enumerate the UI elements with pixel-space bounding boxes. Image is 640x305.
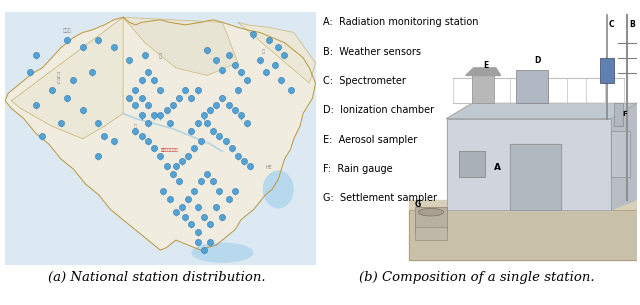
Text: A: A xyxy=(494,163,501,172)
Polygon shape xyxy=(5,17,316,250)
Bar xyxy=(472,75,494,103)
Bar xyxy=(611,131,630,177)
Text: (a) National station distribution.: (a) National station distribution. xyxy=(48,271,266,284)
Ellipse shape xyxy=(418,208,444,216)
Text: G: G xyxy=(415,200,421,209)
Text: 黑: 黑 xyxy=(261,49,264,54)
Bar xyxy=(415,228,447,240)
Polygon shape xyxy=(409,210,637,260)
Polygon shape xyxy=(409,199,637,210)
Ellipse shape xyxy=(191,242,253,263)
Text: D:  Ionization chamber: D: Ionization chamber xyxy=(323,105,435,115)
Bar xyxy=(600,58,614,83)
Text: A:  Radiation monitoring station: A: Radiation monitoring station xyxy=(323,17,479,27)
Polygon shape xyxy=(123,17,238,75)
Text: (b) Composition of a single station.: (b) Composition of a single station. xyxy=(359,271,595,284)
Text: HE: HE xyxy=(266,165,273,170)
Text: C: C xyxy=(608,20,614,29)
Text: 新
疆: 新 疆 xyxy=(56,72,60,84)
Text: G:  Settlement sampler: G: Settlement sampler xyxy=(323,193,437,203)
Bar xyxy=(460,152,484,177)
Text: B: B xyxy=(629,20,635,29)
Text: F: F xyxy=(623,111,627,117)
Polygon shape xyxy=(447,103,637,119)
Polygon shape xyxy=(611,103,637,210)
Ellipse shape xyxy=(263,170,294,208)
Text: D: D xyxy=(534,56,540,65)
Text: 一个人民共和国: 一个人民共和国 xyxy=(161,149,179,152)
Polygon shape xyxy=(466,68,500,75)
Text: F:  Rain gauge: F: Rain gauge xyxy=(323,164,393,174)
Text: 内蒙古: 内蒙古 xyxy=(63,28,72,34)
Polygon shape xyxy=(238,22,316,83)
Text: B:  Weather sensors: B: Weather sensors xyxy=(323,47,421,57)
Polygon shape xyxy=(447,119,611,210)
Text: 四
川: 四 川 xyxy=(134,124,137,135)
Text: 蒙: 蒙 xyxy=(159,53,162,59)
Polygon shape xyxy=(510,144,561,210)
Bar xyxy=(415,207,447,232)
Text: C:  Spectrometer: C: Spectrometer xyxy=(323,76,406,86)
Text: E: E xyxy=(483,61,488,70)
Bar xyxy=(516,70,548,103)
Bar xyxy=(614,103,623,126)
Text: E:  Aerosol sampler: E: Aerosol sampler xyxy=(323,135,417,145)
Polygon shape xyxy=(12,17,123,139)
